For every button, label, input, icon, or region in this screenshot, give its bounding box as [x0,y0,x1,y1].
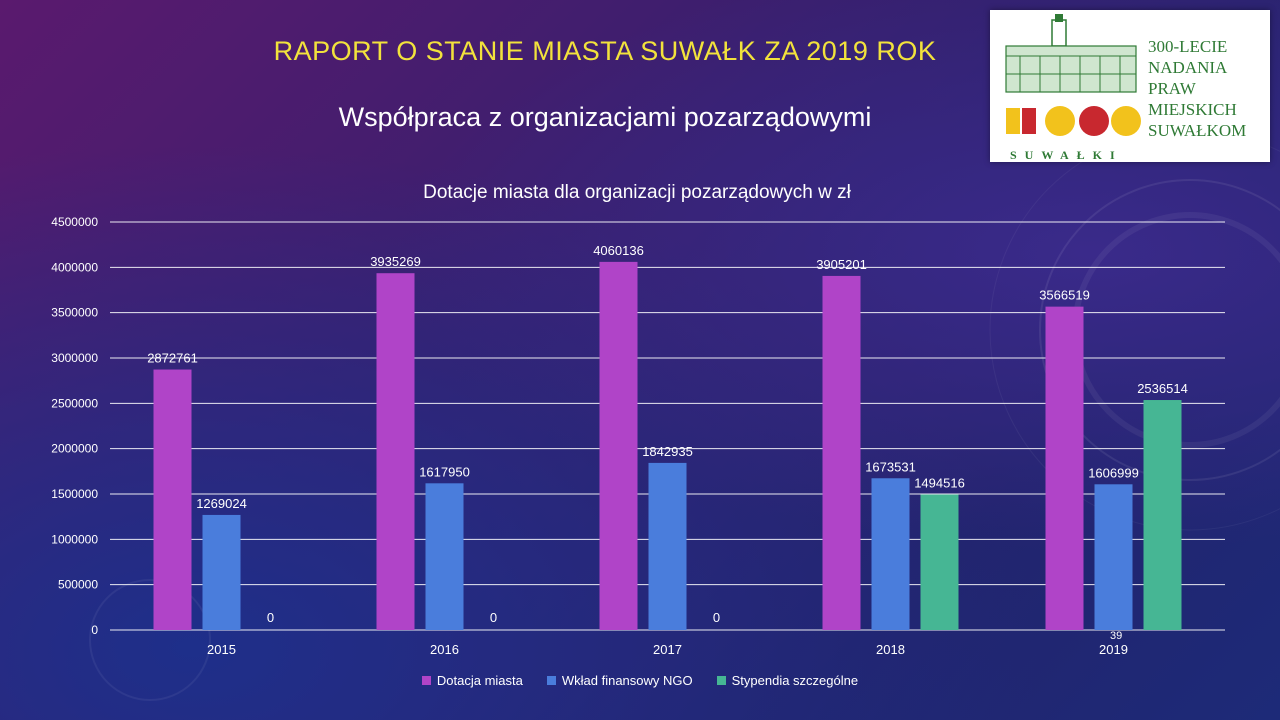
bar [599,261,638,630]
bar [1143,400,1182,630]
legend-label: Wkład finansowy NGO [561,673,693,688]
legend-swatch [716,676,726,685]
y-tick-label: 2500000 [51,396,98,410]
anniversary-logo: SUWAŁKI 300-LECIE NADANIA PRAW MIEJSKICH… [990,10,1270,162]
bar [1045,306,1084,630]
data-label: 1617950 [419,464,470,479]
data-label: 3905201 [816,257,867,272]
x-tick-label: 2015 [207,642,236,657]
data-label: 1673531 [865,459,916,474]
y-tick-label: 500000 [58,578,98,592]
logo-city: SUWAŁKI [1010,148,1123,162]
logo-line: 300-LECIE [1148,37,1228,56]
data-label: 0 [713,610,720,625]
logo-caption: 300-LECIE NADANIA PRAW MIEJSKICH SUWAŁKO… [1148,36,1268,141]
logo-line: NADANIA [1148,58,1228,77]
logo-line: SUWAŁKOM [1148,121,1247,140]
report-title: RAPORT O STANIE MIASTA SUWAŁK ZA 2019 RO… [273,36,937,66]
slide-subtitle: Współpraca z organizacjami pozarządowymi [338,102,872,132]
x-tick-label: 2016 [430,642,459,657]
logo-line: MIEJSKICH [1148,100,1237,119]
legend-item: Wkład finansowy NGO [546,673,693,688]
legend-swatch [546,676,556,685]
data-label: 1606999 [1088,465,1139,480]
legend-swatch [421,676,431,685]
logo-line: PRAW [1148,79,1196,98]
page-number: 39 [1110,630,1123,642]
bar [648,462,687,630]
legend-label: Stypendia szczególne [731,673,859,688]
data-label: 1842935 [642,444,693,459]
300-lat-emblem [1006,106,1141,136]
y-tick-label: 1000000 [51,532,98,546]
bar [425,483,464,630]
bar [376,273,415,630]
y-tick-label: 4000000 [51,260,98,274]
y-tick-label: 3000000 [51,351,98,365]
legend-item: Stypendia szczególne [716,673,859,688]
bar [1094,484,1133,630]
y-tick-label: 0 [91,623,98,637]
bar [920,494,959,630]
data-label: 0 [267,610,274,625]
x-tick-label: 2019 [1099,642,1128,657]
y-tick-label: 3500000 [51,306,98,320]
chart-legend: Dotacja miasta Wkład finansowy NGO Stype… [0,673,1280,688]
data-label: 2872761 [147,351,198,366]
x-tick-label: 2017 [653,642,682,657]
x-tick-label: 2018 [876,642,905,657]
data-label: 4060136 [593,243,644,258]
bar [871,478,910,630]
legend-item: Dotacja miasta [421,673,523,688]
data-label: 1494516 [914,475,965,490]
data-label: 2536514 [1137,381,1188,396]
y-tick-label: 4500000 [51,215,98,229]
town-hall-icon [1005,14,1137,93]
bar [202,514,241,630]
bar [153,369,192,630]
chart-title: Dotacje miasta dla organizacji pozarządo… [423,182,851,203]
data-label: 1269024 [196,496,247,511]
data-label: 3935269 [370,254,421,269]
data-label: 3566519 [1039,288,1090,303]
y-tick-label: 2000000 [51,442,98,456]
legend-label: Dotacja miasta [436,673,523,688]
y-tick-label: 1500000 [51,487,98,501]
bar [822,275,861,630]
data-label: 0 [490,610,497,625]
